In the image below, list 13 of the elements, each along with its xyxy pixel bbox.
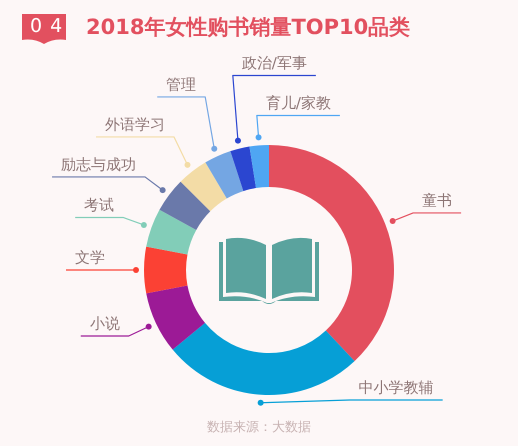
slice-label: 文学 bbox=[75, 248, 105, 266]
slice-label: 童书 bbox=[422, 191, 452, 210]
slice-label: 考试 bbox=[84, 196, 114, 214]
slice-label: 中小学教辅 bbox=[358, 378, 434, 396]
text: 04 bbox=[29, 14, 70, 39]
slice-label: 管理 bbox=[166, 75, 196, 94]
slice-label: 政治/军事 bbox=[242, 54, 307, 72]
slice-label: 育儿/家教 bbox=[266, 94, 331, 112]
source-note: 数据来源：大数据 bbox=[206, 419, 312, 437]
slice-label: 外语学习 bbox=[105, 115, 165, 134]
chart-title: 2018年女性购书销量TOP10品类 bbox=[86, 14, 410, 41]
slice-label: 励志与成功 bbox=[61, 155, 136, 174]
legend-label: 小说 bbox=[90, 314, 120, 332]
